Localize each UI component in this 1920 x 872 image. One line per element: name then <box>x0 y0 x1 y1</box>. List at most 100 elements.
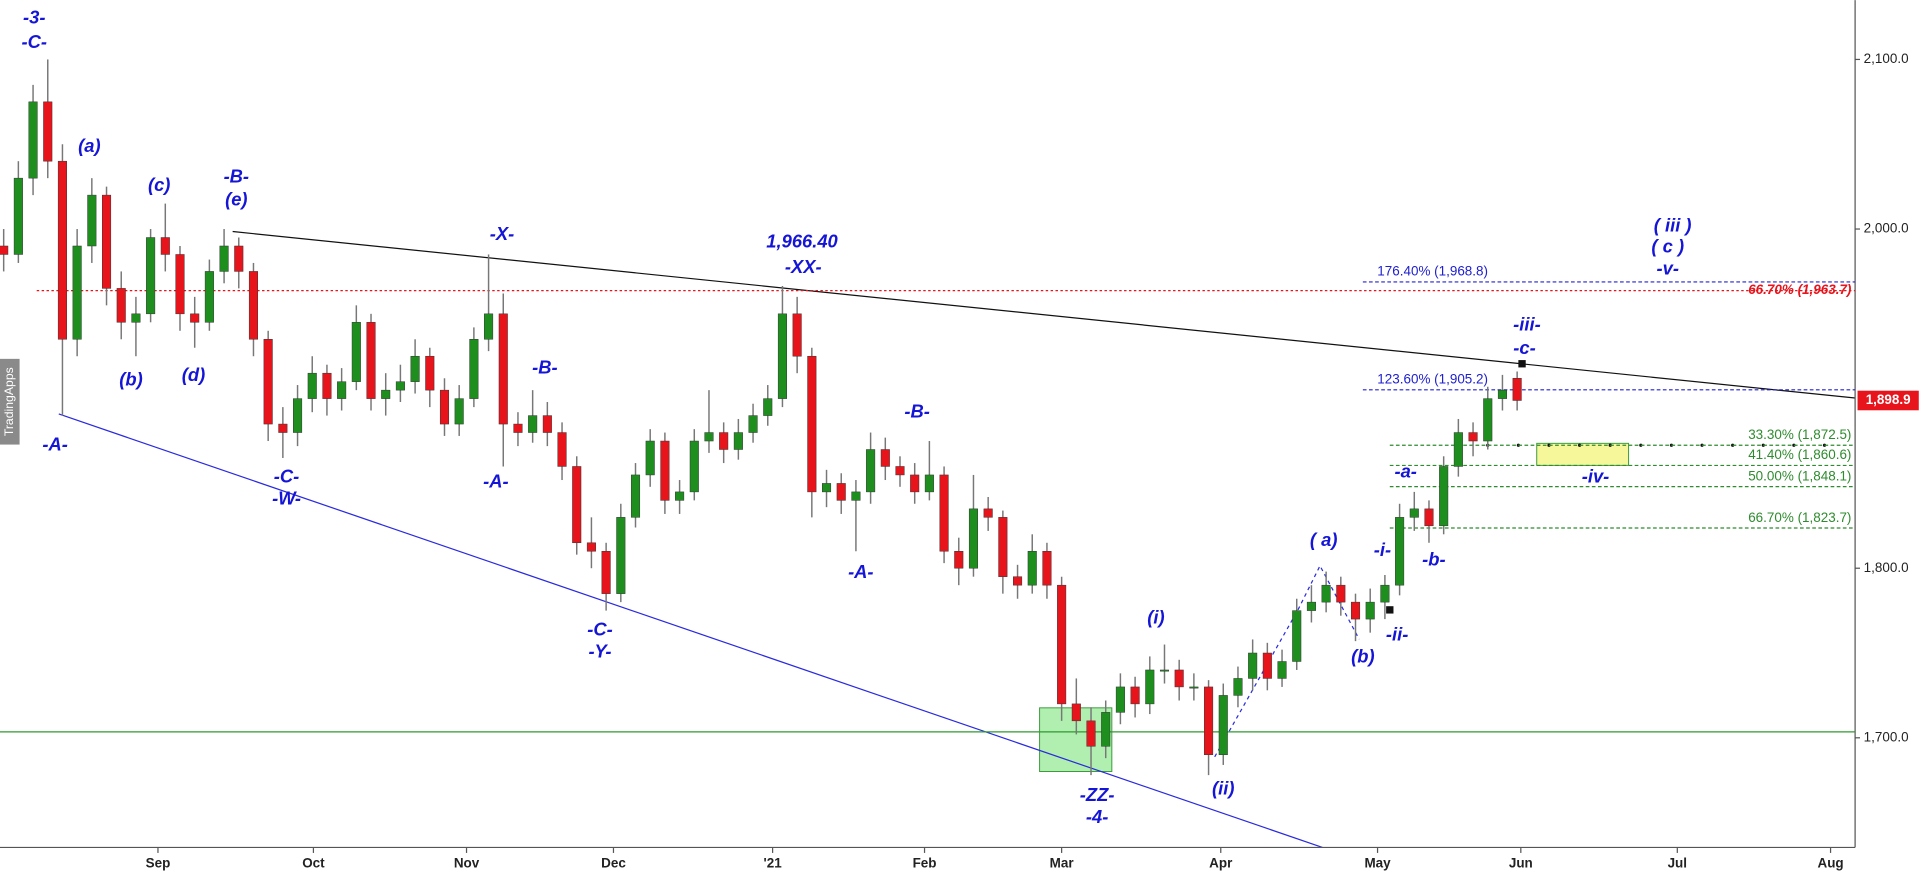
candle-body <box>160 237 170 255</box>
wave-label: -X- <box>490 223 514 244</box>
wave-label: -iii- <box>1513 314 1541 335</box>
wave-label: -iv- <box>1582 465 1610 486</box>
wave-label: -c- <box>1513 337 1535 358</box>
wave-label: (c) <box>148 174 170 195</box>
candle-body <box>469 339 479 399</box>
target-box <box>1536 442 1630 466</box>
candle-body <box>1189 686 1199 689</box>
candle-body <box>1292 610 1302 662</box>
marker <box>1518 360 1526 368</box>
fib-label: 41.40% (1,860.6) <box>1748 447 1851 462</box>
price-tag <box>1857 390 1919 411</box>
candle-body <box>645 440 655 476</box>
price-tag-label: 1,898.9 <box>1866 392 1911 407</box>
candle-body <box>895 466 905 476</box>
wave-label: -W- <box>272 488 301 509</box>
trend-line <box>58 413 1323 849</box>
candle-body <box>1439 466 1449 527</box>
candle-body <box>498 313 508 425</box>
candle-body <box>219 245 229 272</box>
candle-body <box>1380 584 1390 603</box>
candle-body <box>116 288 126 323</box>
candle-body <box>777 313 787 399</box>
candle-body <box>719 432 729 450</box>
candle-body <box>1204 686 1214 756</box>
candle-body <box>0 245 9 255</box>
candle-body <box>1468 432 1478 442</box>
candle-body <box>1086 720 1096 747</box>
candle-body <box>1321 584 1331 603</box>
candle-body <box>337 381 347 399</box>
candle-body <box>1248 652 1258 679</box>
candle-body <box>983 508 993 518</box>
wave-label: -3- <box>23 6 45 27</box>
candle-body <box>278 423 288 433</box>
x-tick-label: Sep <box>146 856 171 871</box>
wave-label: 1,966.40 <box>766 230 838 251</box>
y-tick-label: 1,800.0 <box>1864 560 1909 575</box>
candle-body <box>1145 669 1155 705</box>
wave-label: (d) <box>182 364 205 385</box>
candle-body <box>322 372 332 399</box>
dot <box>1669 443 1674 447</box>
wave-label: -B- <box>904 401 930 422</box>
wave-label: -a- <box>1394 461 1416 482</box>
wave-label: -v- <box>1657 257 1679 278</box>
candle-body <box>1013 576 1023 586</box>
candle-body <box>1336 584 1346 603</box>
candle-body <box>72 245 82 340</box>
candle-body <box>410 355 420 382</box>
candle-body <box>1497 389 1507 399</box>
candle-body <box>1233 678 1243 696</box>
candle-body <box>87 194 97 247</box>
candle-body <box>792 313 802 357</box>
x-tick-label: Feb <box>913 856 937 871</box>
dot <box>1516 443 1520 447</box>
candle-body <box>248 271 258 340</box>
candle-body <box>307 372 317 399</box>
fib-label: 66.70% (1,823.7) <box>1748 510 1851 525</box>
candle-body <box>601 551 611 594</box>
candle-body <box>1071 703 1081 722</box>
x-tick-label: May <box>1364 856 1391 871</box>
candle-body <box>1512 378 1522 401</box>
candle-body <box>1424 508 1434 527</box>
candle-body <box>1115 686 1125 713</box>
x-tick-label: Nov <box>454 856 480 871</box>
candle-body <box>1057 584 1067 705</box>
candle-body <box>704 432 714 442</box>
candle-body <box>1365 601 1375 620</box>
wave-label: -A- <box>483 470 509 491</box>
candle-body <box>146 237 156 315</box>
candle-body <box>822 483 832 493</box>
fib-label: 33.30% (1,872.5) <box>1748 427 1851 442</box>
wave-label: -XX- <box>785 256 822 277</box>
candle-body <box>293 398 303 433</box>
wave-label: (a) <box>78 135 100 156</box>
fib-label: 176.40% (1,968.8) <box>1377 264 1488 279</box>
wave-label: -C- <box>587 619 613 640</box>
candle-body <box>1262 652 1272 679</box>
x-tick-label: Jun <box>1509 856 1533 871</box>
candle-body <box>572 466 582 544</box>
candle-body <box>513 423 523 433</box>
candle-body <box>910 474 920 493</box>
wave-label: -b- <box>1422 549 1445 570</box>
wave-label: (b) <box>119 369 142 390</box>
candle-body <box>190 313 200 323</box>
candle-body <box>866 449 876 493</box>
candle-body <box>57 160 67 340</box>
candle-body <box>1483 398 1493 442</box>
candle-body <box>234 245 244 272</box>
candle-body <box>28 101 38 179</box>
candle-body <box>1027 551 1037 586</box>
candle-body <box>689 440 699 493</box>
candle-body <box>1218 695 1228 756</box>
dot <box>1792 443 1796 447</box>
candle-body <box>675 491 685 501</box>
candle-body <box>484 313 494 340</box>
wave-label: (e) <box>225 189 247 210</box>
candle-body <box>1130 686 1140 705</box>
dot <box>1608 443 1612 447</box>
